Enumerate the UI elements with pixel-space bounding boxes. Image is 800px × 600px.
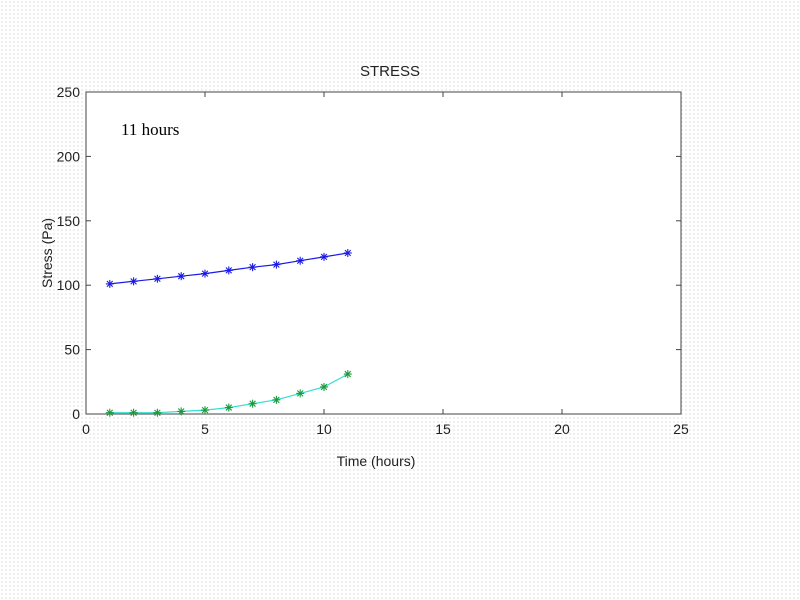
series-2-point	[105, 408, 114, 417]
series-1-point	[248, 263, 257, 272]
series-2-point	[129, 408, 138, 417]
series-2-point	[272, 395, 281, 404]
series-2-point	[296, 389, 305, 398]
annotation-label: 11 hours	[121, 120, 179, 139]
series-1-point	[153, 274, 162, 283]
series-2-point	[248, 399, 257, 408]
x-tick-label: 20	[554, 421, 570, 437]
y-tick-label: 0	[72, 406, 80, 422]
series-2-point	[201, 406, 209, 415]
x-tick-label: 25	[673, 421, 689, 437]
series-2-point	[343, 370, 352, 379]
x-axis-label: Time (hours)	[337, 453, 416, 469]
y-tick-label: 150	[57, 213, 81, 229]
series-2-point	[177, 407, 186, 416]
series-1-point	[177, 272, 186, 281]
series-layer	[105, 249, 352, 417]
y-axis-label: Stress (Pa)	[39, 218, 55, 288]
series-1-point	[343, 249, 352, 257]
series-1-point	[296, 256, 305, 265]
series-1-point	[320, 252, 328, 261]
x-tick-label: 10	[316, 421, 332, 437]
series-2-point	[153, 408, 162, 417]
series-2-point	[320, 382, 328, 391]
chart-title: STRESS	[360, 63, 420, 80]
series-1-point	[224, 266, 233, 275]
series-1-point	[129, 277, 138, 286]
series-1-point	[272, 260, 281, 269]
x-tick-label: 0	[82, 421, 90, 437]
y-tick-label: 250	[57, 84, 81, 100]
y-tick-label: 200	[57, 148, 81, 164]
y-tick-label: 50	[64, 342, 80, 358]
plot-area	[85, 91, 682, 415]
x-tick-label: 15	[435, 421, 451, 437]
series-1-point	[201, 269, 209, 278]
series-1-point	[105, 279, 114, 288]
y-tick-label: 100	[57, 277, 81, 293]
x-tick-label: 5	[201, 421, 209, 437]
series-2-point	[224, 403, 233, 412]
